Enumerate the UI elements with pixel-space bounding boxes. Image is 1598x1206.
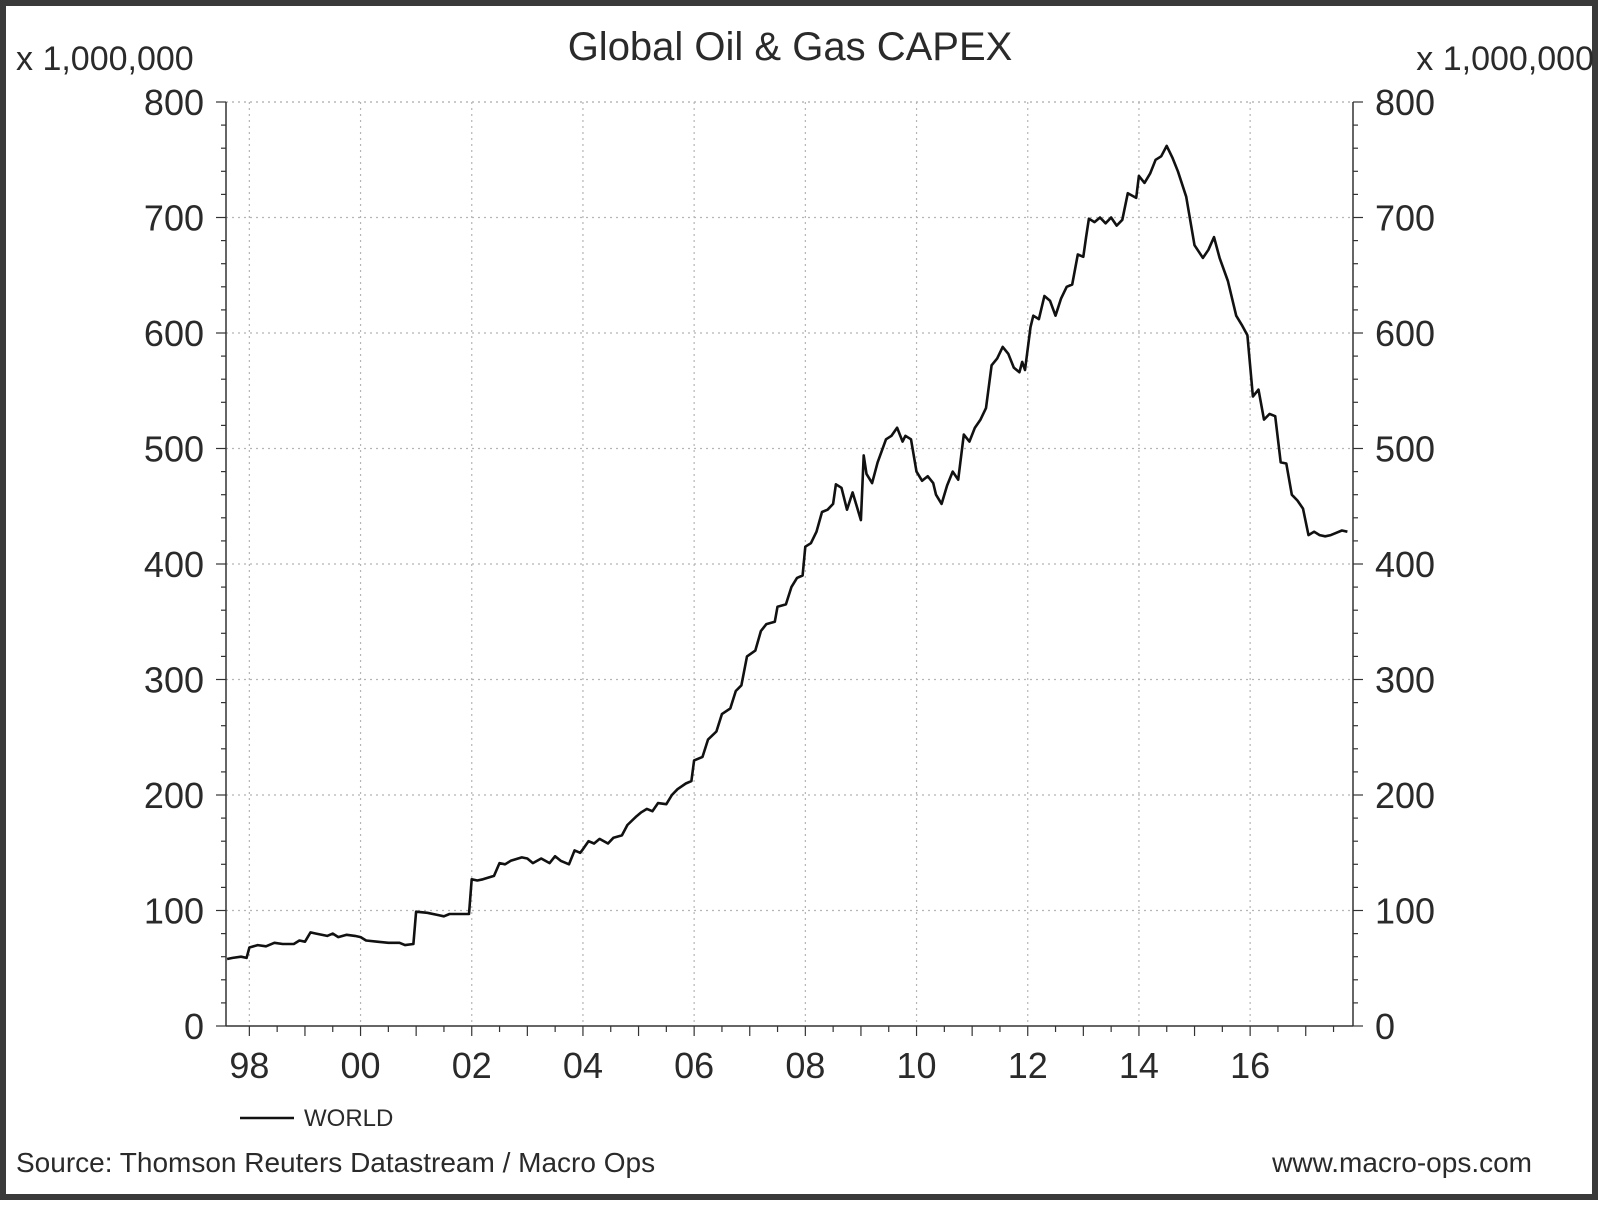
- axis-layer: [216, 101, 1363, 1036]
- grid-layer: [226, 101, 1353, 1026]
- left-y-tick-label: 800: [144, 82, 204, 123]
- right-y-tick-label: 300: [1375, 660, 1435, 701]
- x-tick-label: 98: [229, 1045, 269, 1086]
- right-y-tick-label: 700: [1375, 198, 1435, 239]
- left-y-tick-label: 100: [144, 891, 204, 932]
- website-text: www.macro-ops.com: [1271, 1147, 1532, 1178]
- source-text: Source: Thomson Reuters Datastream / Mac…: [16, 1147, 655, 1178]
- left-axis-unit: x 1,000,000: [16, 40, 194, 78]
- left-y-tick-label: 300: [144, 660, 204, 701]
- x-tick-label: 02: [452, 1045, 492, 1086]
- right-y-tick-label: 600: [1375, 313, 1435, 354]
- right-axis-unit: x 1,000,000: [1416, 40, 1594, 78]
- right-y-tick-label: 0: [1375, 1006, 1395, 1047]
- legend: WORLD: [240, 1105, 393, 1132]
- left-y-tick-label: 400: [144, 544, 204, 585]
- left-y-tick-label: 600: [144, 313, 204, 354]
- right-y-tick-label: 200: [1375, 775, 1435, 816]
- left-y-tick-label: 700: [144, 198, 204, 239]
- x-tick-label: 08: [785, 1045, 825, 1086]
- x-tick-label: 00: [341, 1045, 381, 1086]
- left-y-tick-label: 0: [184, 1006, 204, 1047]
- right-y-tick-label: 500: [1375, 429, 1435, 470]
- x-tick-label: 06: [674, 1045, 714, 1086]
- oil-gas-capex-chart: Global Oil & Gas CAPEX x 1,000,000 x 1,0…: [16, 25, 1594, 1178]
- left-y-tick-label: 200: [144, 775, 204, 816]
- legend-label-world: WORLD: [304, 1105, 393, 1132]
- x-tick-label: 04: [563, 1045, 603, 1086]
- right-y-tick-label: 100: [1375, 891, 1435, 932]
- right-y-tick-label: 800: [1375, 82, 1435, 123]
- x-tick-label: 10: [897, 1045, 937, 1086]
- right-y-tick-label: 400: [1375, 544, 1435, 585]
- series-line-world: [226, 144, 1348, 961]
- x-tick-label: 14: [1119, 1045, 1159, 1086]
- left-y-tick-label: 500: [144, 429, 204, 470]
- x-tick-label: 16: [1230, 1045, 1270, 1086]
- x-tick-label: 12: [1008, 1045, 1048, 1086]
- chart-title: Global Oil & Gas CAPEX: [568, 25, 1013, 69]
- series-layer: [226, 144, 1348, 961]
